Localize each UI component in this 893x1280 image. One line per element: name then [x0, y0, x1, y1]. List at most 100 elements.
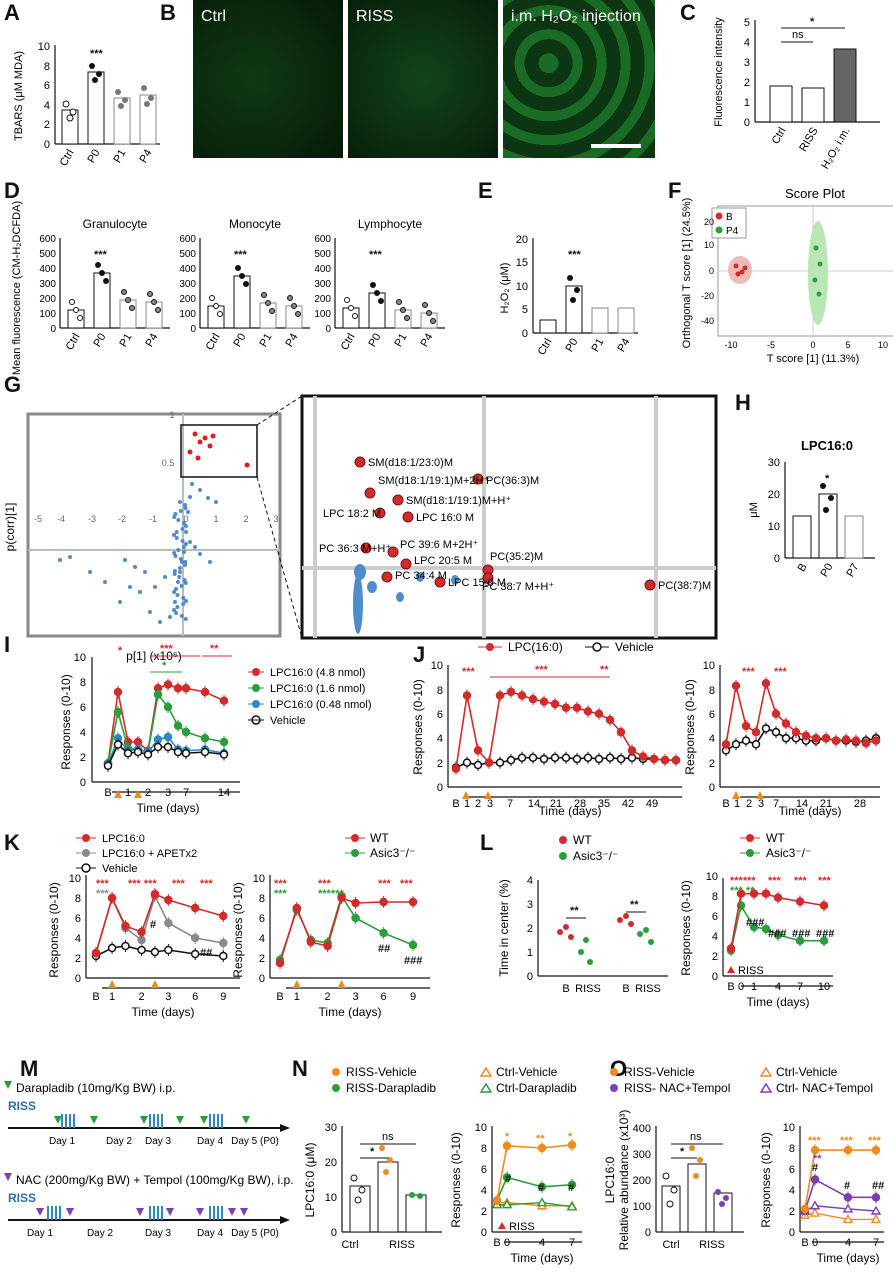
panel-l-chart: WT Asic3⁻/⁻ WT Asic3⁻/⁻ 0 1 2 3 4 Time i…	[497, 831, 834, 1009]
k-wt-point	[292, 903, 302, 913]
e-ytick: 10	[516, 281, 528, 293]
panel-j-chart: LPC(16:0) Vehicle 0 2 4 6 8 10 Responses…	[411, 640, 881, 818]
o-xcat: Ctrl	[662, 1239, 679, 1251]
k-asic-point	[351, 913, 360, 923]
d-ylabel: Mean fluorescence (CM-H₂DCFDA)	[11, 201, 23, 375]
g-point	[181, 596, 186, 600]
k-xcat: 6	[381, 991, 387, 1003]
d-dot	[291, 303, 297, 309]
j-veh-point	[473, 760, 483, 770]
d-xcat: P4	[283, 332, 300, 350]
n-rissdara-point	[567, 1180, 577, 1189]
i-s2-point	[173, 721, 183, 730]
j-lpc-point	[627, 746, 637, 755]
g-annotation: PC 38:7 M+H⁺	[482, 581, 554, 593]
d-xcat: Ctrl	[64, 332, 83, 353]
i-ytick: 8	[80, 677, 86, 689]
d-ytick: 500	[314, 249, 331, 260]
k-lpc-point	[219, 911, 228, 921]
n-rissdara-point	[537, 1182, 547, 1192]
j-legend-item: Vehicle	[615, 640, 654, 654]
d-dot	[269, 308, 275, 314]
j2-lpc-point	[861, 738, 871, 748]
d-dot	[129, 305, 135, 311]
j2-lpc-point	[721, 740, 731, 749]
j-veh-point	[561, 753, 571, 762]
n2-ytick: 0	[481, 1227, 487, 1239]
g-annotation: LPC 16:0 M	[416, 512, 474, 524]
g-point	[123, 558, 127, 562]
k-xcat: B	[92, 991, 99, 1003]
n2-ytick: 6	[481, 1164, 487, 1176]
n-bar	[349, 1185, 371, 1233]
k-star: ***	[274, 888, 288, 900]
j-veh-point	[495, 758, 505, 767]
e-bar	[565, 285, 583, 334]
d-dot	[103, 278, 109, 284]
o-rissveh-point	[871, 1145, 881, 1155]
d-dot	[77, 315, 83, 321]
j-lpc-point	[594, 709, 604, 719]
k-ytick: 0	[75, 973, 81, 985]
i-s2-point	[163, 702, 173, 712]
o-star: **	[813, 1153, 822, 1165]
n2-xcat: 0	[504, 1237, 510, 1249]
g-point	[118, 600, 122, 604]
i-legend-item: Vehicle	[270, 715, 305, 727]
j-lpc-point	[616, 727, 626, 737]
g-point	[163, 575, 167, 579]
f-ytick: -20	[701, 291, 714, 301]
i-star: *	[118, 645, 123, 657]
j2-ytick: 4	[709, 733, 715, 745]
d-ytick: 0	[50, 324, 56, 335]
l-star: **	[630, 899, 639, 911]
panel-label-g: G	[4, 372, 22, 397]
k-lpc-point	[150, 889, 160, 899]
d-dot	[239, 273, 245, 279]
i-s4-point	[113, 740, 123, 749]
o-rissnac-point	[810, 1175, 820, 1184]
j-veh-point	[517, 753, 527, 762]
a-xcat: P4	[137, 148, 154, 166]
j2-lpc-point	[751, 727, 761, 737]
d-dot	[287, 295, 293, 301]
k-wt-point	[323, 941, 332, 951]
c-sig: *	[810, 16, 815, 28]
o-ytick: 400	[633, 1123, 651, 1135]
n-ytick: 10	[325, 1192, 337, 1204]
d-dot	[348, 305, 354, 311]
d-xcat: P0	[366, 332, 383, 350]
d-dot	[396, 299, 402, 305]
g-xtick: -2	[118, 514, 126, 524]
j2-xcat: 7	[773, 798, 779, 810]
h-ytick: 10	[768, 521, 780, 533]
g-point	[68, 555, 72, 559]
g-point	[183, 560, 188, 564]
d-subtitle: Lymphocyte	[358, 217, 423, 231]
k-asic-point	[379, 928, 388, 938]
g-point	[183, 599, 188, 603]
i-s1-point	[173, 684, 183, 693]
g-annotation: PC 34:4 M	[395, 570, 447, 582]
j-veh-point	[528, 753, 538, 762]
k-star: ***	[274, 878, 288, 890]
j2-veh-point	[761, 724, 771, 733]
j-legend-item: LPC(16:0)	[508, 640, 563, 654]
g-point-sig	[244, 462, 250, 468]
k-veh-point	[137, 945, 146, 955]
o-ylabel2: Relative abundance (x10³)	[617, 1110, 631, 1251]
n-bar	[405, 1194, 427, 1233]
panel-n-chart: RISS-Vehicle RISS-Darapladib Ctrl-Vehicl…	[303, 1065, 582, 1265]
d-bar	[259, 302, 277, 329]
i-s1-point	[181, 684, 191, 693]
i-s4-point	[123, 749, 133, 758]
g-annotation: PC(36:3)M	[486, 475, 539, 487]
l-star: *** **	[730, 885, 755, 897]
l2-ytick: 10	[706, 871, 718, 883]
j-lpc-point	[539, 697, 549, 706]
j-xcat: 49	[646, 798, 658, 810]
o-ytick: 100	[633, 1201, 651, 1213]
n-xcat: RISS	[389, 1239, 415, 1251]
e-ytick: 20	[516, 234, 528, 246]
panel-label-b: B	[160, 0, 176, 25]
